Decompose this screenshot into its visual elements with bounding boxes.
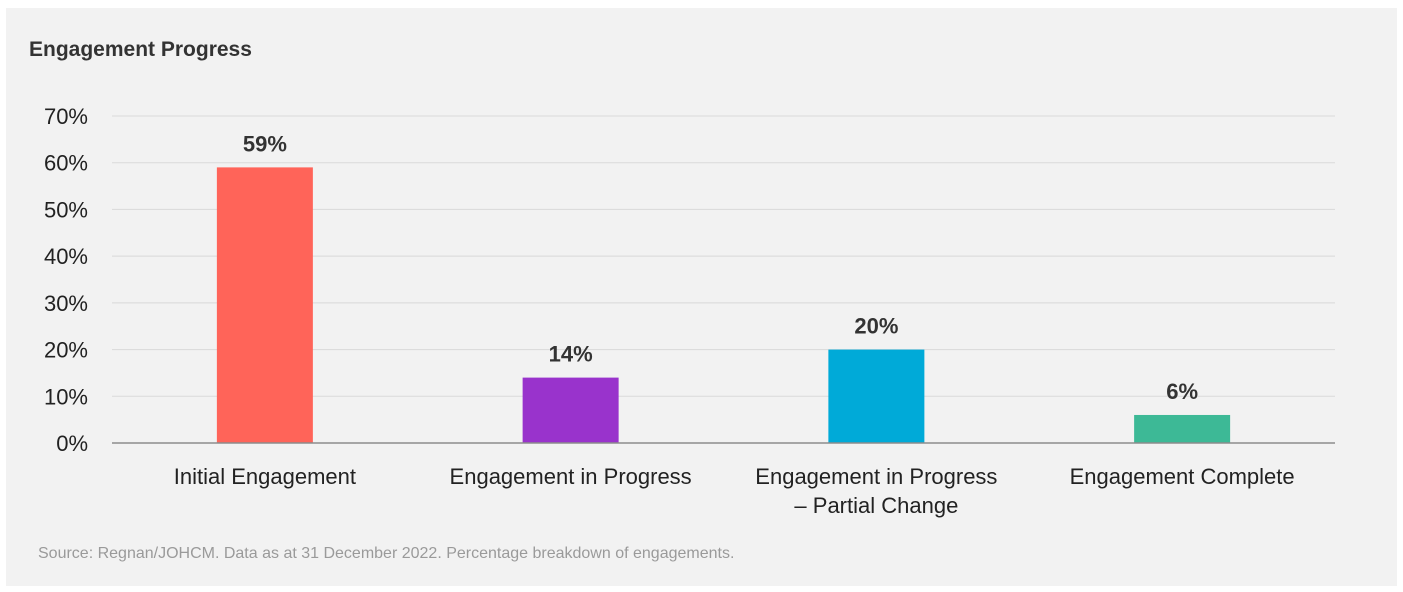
y-tick-label: 50% [44,197,88,222]
data-label: 14% [549,342,593,367]
bar [1134,414,1231,443]
bar [216,167,313,443]
x-category-label: Engagement in Progress – Partial Change [755,464,997,518]
x-category-label: Initial Engagement [174,464,356,489]
x-category-label-line: Initial Engagement [174,464,356,489]
y-tick-label: 10% [44,384,88,409]
data-label: 6% [1166,379,1198,404]
y-tick-label: 0% [56,431,88,456]
x-category-label-line: Engagement in Progress [450,464,692,489]
y-tick-label: 20% [44,338,88,363]
x-category-label: Engagement Complete [1070,464,1295,489]
bar [522,377,619,443]
data-label: 20% [854,314,898,339]
x-category-label: Engagement in Progress [450,464,692,489]
y-tick-label: 70% [44,104,88,129]
x-category-label-line: Engagement Complete [1070,464,1295,489]
source-note: Source: Regnan/JOHCM. Data as at 31 Dece… [38,545,735,562]
y-tick-label: 40% [44,244,88,269]
x-category-label-line: – Partial Change [794,493,958,518]
y-tick-label: 30% [44,291,88,316]
y-tick-label: 60% [44,151,88,176]
x-category-label-line: Engagement in Progress [755,464,997,489]
data-label: 59% [243,131,287,156]
chart-title: Engagement Progress [29,38,252,61]
bar [828,349,925,443]
